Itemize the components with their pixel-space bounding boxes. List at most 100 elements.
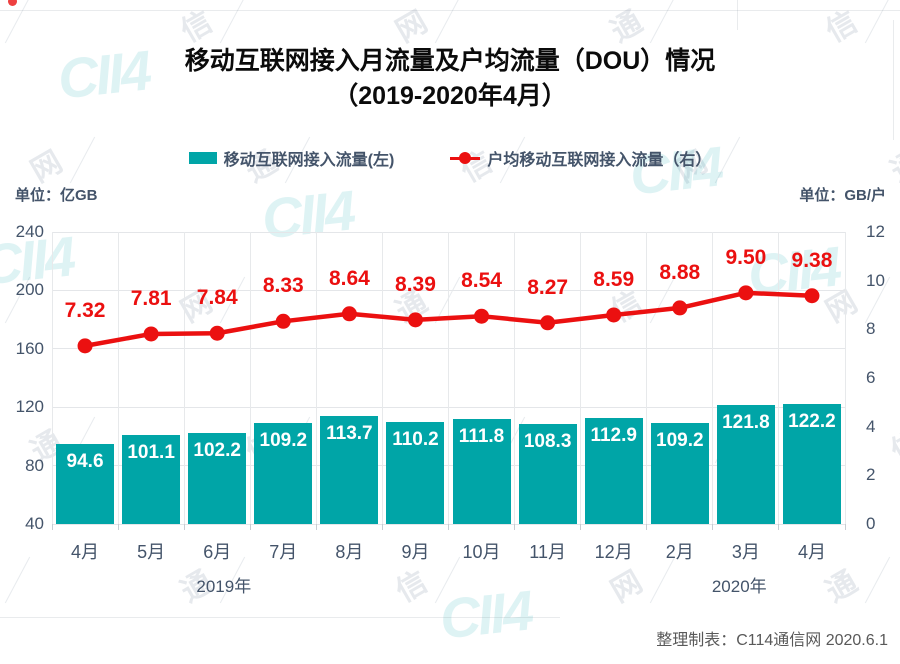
right-axis-tick-label: 8 [866,319,876,339]
left-axis-tick-label: 160 [15,338,44,358]
left-axis-tick-label: 120 [15,397,44,417]
left-axis-tick-label: 240 [15,222,44,241]
v-gridline [448,232,449,524]
x-axis-month-label: 8月 [335,542,364,562]
line-value-label: 8.54 [461,269,502,293]
right-axis-tick-label: 4 [866,416,876,436]
line-value-label: 8.27 [527,275,569,299]
bar-value-label: 94.6 [66,451,104,473]
line-value-label: 9.38 [791,248,833,272]
bar [320,416,379,524]
v-gridline [778,232,780,524]
v-gridline [183,232,185,524]
line-data-point [804,288,820,304]
x-axis-tick [448,524,449,530]
right-axis-tick-label: 6 [866,368,876,387]
bar [452,419,511,524]
line-data-point [209,325,225,341]
x-axis-tick [315,524,317,530]
x-axis-month-label: 4月 [71,542,100,562]
bar-value-label: 113.7 [326,423,373,445]
x-axis-month-label: 9月 [401,542,430,562]
bar [716,404,775,524]
x-axis-month-label: 2月 [665,542,694,562]
bar-value-label: 101.1 [127,441,175,463]
v-gridline [381,232,383,524]
x-axis-month-label: 12月 [594,542,633,562]
line-data-point [738,285,754,301]
legend-item-line-series: 户均移动互联网接入流量（右） [450,146,711,170]
bar [56,444,115,524]
x-axis-tick [646,524,648,530]
left-axis-tick-label: 40 [25,514,44,533]
v-gridline [712,232,714,524]
line-data-point [672,300,688,316]
bar [518,424,577,524]
line-marker-dot [459,152,472,164]
x-axis-tick [249,524,251,530]
line-value-label: 7.84 [196,286,238,310]
x-axis-month-label: 11月 [529,542,566,562]
v-gridline [844,232,846,524]
chart-title-line1: 移动互联网接入月流量及户均流量（DOU）情况 [184,47,716,75]
line-data-point [407,312,423,328]
line-data-point [540,315,556,331]
line-data-point [77,338,93,354]
line-value-label: 8.88 [659,260,701,284]
v-gridline [514,232,516,524]
line-data-point [606,307,622,323]
x-axis-tick [778,524,780,530]
line-value-label: 8.59 [593,267,635,291]
line-series-label: 户均移动互联网接入流量（右） [487,152,712,169]
bar-value-label: 122.2 [788,410,836,432]
x-axis-month-label: 4月 [797,542,826,562]
bar-value-label: 112.9 [590,424,637,446]
v-gridline [580,232,582,524]
x-axis-year-label: 2019年 [196,577,252,596]
bar-series-label: 移动互联网接入流量(左) [223,152,395,169]
line-value-label: 7.32 [64,298,106,322]
line-value-label: 8.64 [328,266,370,290]
right-axis-tick-label: 2 [866,465,876,485]
line-data-point [143,326,159,342]
line-series [77,285,820,354]
x-axis-month-label: 6月 [203,542,232,562]
right-axis-unit-label: 单位：GB/户 [799,187,886,204]
chart-title-line2: （2019-2020年4月） [333,82,567,110]
right-axis-tick-label: 0 [866,514,876,533]
bar-value-label: 109.2 [656,429,704,451]
right-axis-tick-label: 10 [866,270,885,290]
x-axis-tick [580,524,582,530]
x-axis-tick [51,524,53,530]
v-gridline [249,232,251,524]
line-value-label: 8.33 [262,274,304,298]
chart-title: 移动互联网接入月流量及户均流量（DOU）情况 （2019-2020年4月） [0,44,900,114]
bar-value-label: 102.2 [193,440,241,462]
bar [782,403,841,524]
left-axis-tick-label: 200 [15,280,44,300]
x-axis-tick [844,524,846,530]
right-axis-tick-label: 12 [866,222,885,241]
left-axis-unit-label: 单位：亿GB [15,187,98,204]
bar [254,422,313,524]
left-axis-tick-label: 80 [25,455,44,475]
legend: 移动互联网接入流量(左) 户均移动互联网接入流量（右） [0,146,900,170]
x-axis-tick [514,524,516,530]
line-value-label: 7.81 [130,286,172,310]
line-data-point [341,306,357,322]
bar [584,417,643,524]
x-axis-month-label: 10月 [462,542,501,562]
bar-series-swatch [188,152,217,164]
v-gridline [646,232,648,524]
bar-value-label: 108.3 [523,431,572,453]
bar [188,433,247,524]
line-value-label: 9.50 [725,245,767,269]
credit-text: 整理制表：C114通信网 2020.6.1 [656,632,888,649]
bar [122,434,181,524]
bar [650,422,709,524]
bar [386,421,445,524]
line-data-point [474,308,490,324]
x-axis-tick [712,524,714,530]
